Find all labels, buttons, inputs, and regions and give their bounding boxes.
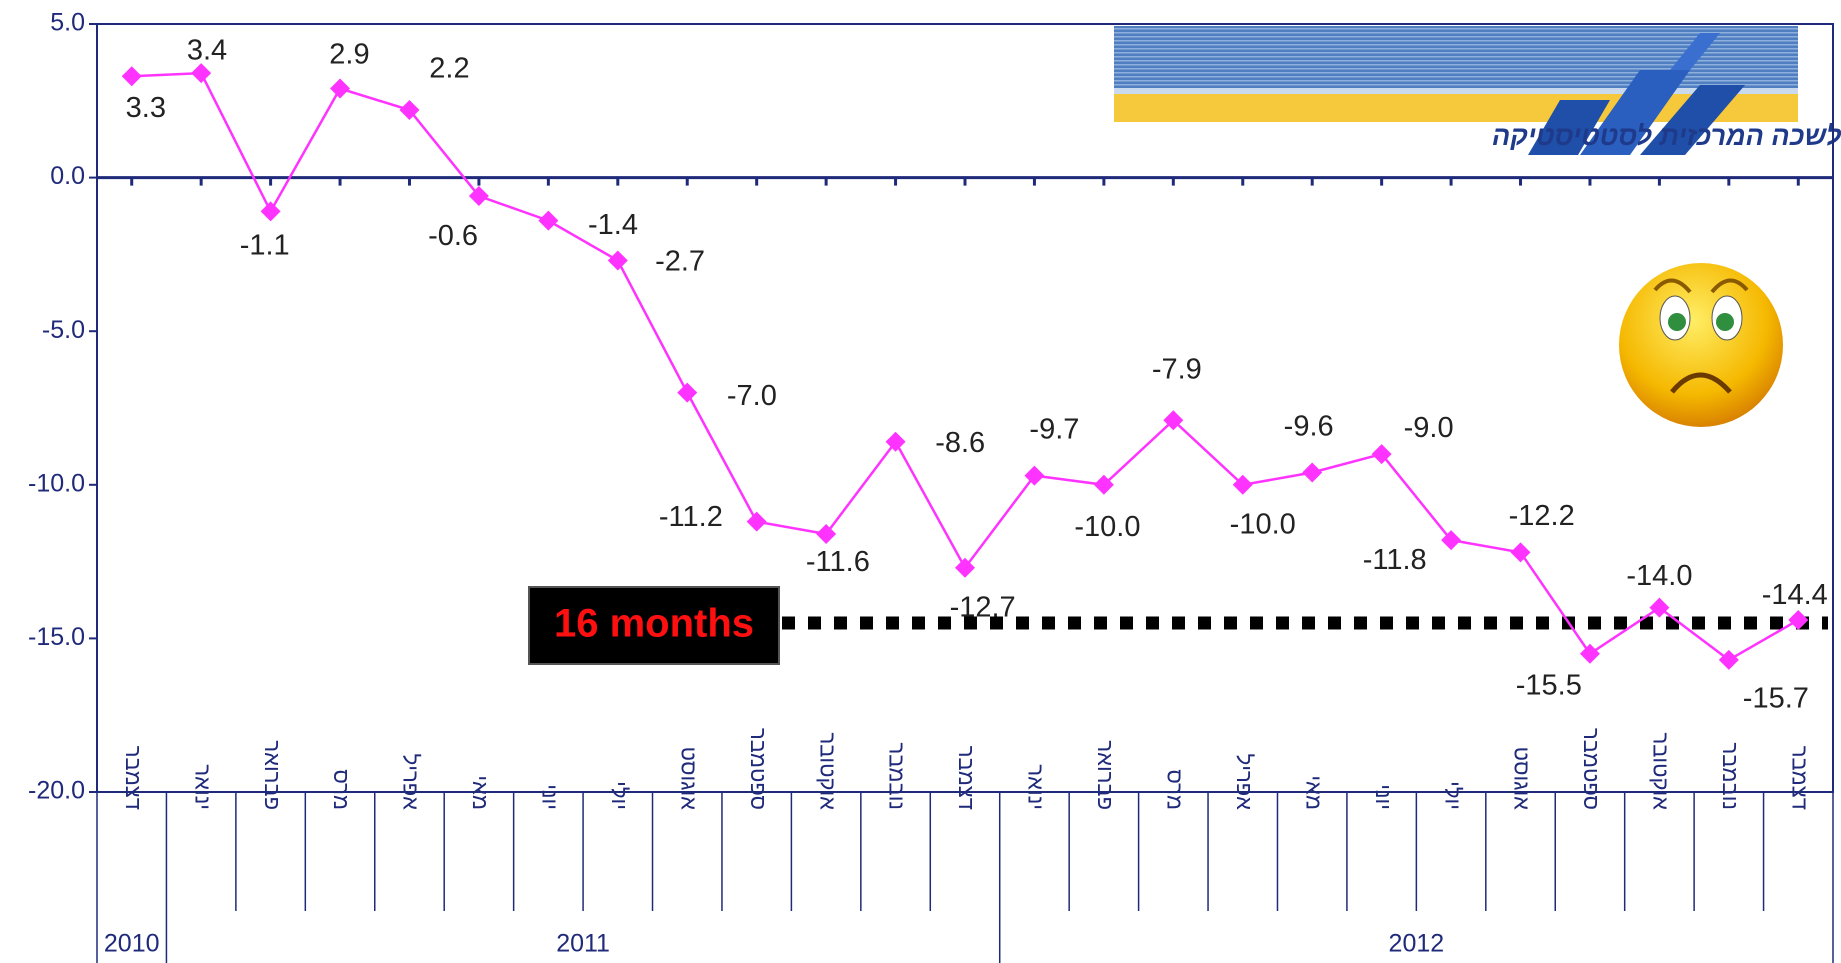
year-label: 2010 bbox=[104, 930, 160, 958]
y-tick-label: -15.0 bbox=[28, 623, 85, 651]
sad-face bbox=[1619, 263, 1783, 427]
x-tick-label: ינואר bbox=[190, 764, 215, 810]
x-tick-label: מרס bbox=[1163, 769, 1188, 810]
value-label: -7.9 bbox=[1152, 354, 1202, 386]
data-point bbox=[746, 511, 767, 532]
data-point bbox=[538, 210, 559, 231]
value-label: -2.7 bbox=[655, 246, 705, 278]
value-label: -10.0 bbox=[1230, 509, 1296, 541]
x-tick-label: נובמבר bbox=[885, 743, 910, 810]
data-point bbox=[330, 78, 351, 99]
x-tick-label: אפריל bbox=[1232, 754, 1257, 811]
value-label: -8.6 bbox=[935, 427, 985, 459]
data-point bbox=[399, 100, 420, 121]
value-label: -9.6 bbox=[1284, 411, 1334, 443]
value-label: -12.2 bbox=[1509, 500, 1575, 532]
x-tick-label: דצמבר bbox=[954, 746, 979, 810]
data-point bbox=[1302, 462, 1323, 483]
value-label: -11.2 bbox=[659, 501, 723, 533]
data-point bbox=[955, 557, 975, 578]
x-tick-label: ספטמבר bbox=[746, 728, 771, 810]
value-label: -11.8 bbox=[1363, 544, 1427, 576]
x-tick-label: אוקטובר bbox=[815, 733, 840, 811]
x-tick-label: מרס bbox=[329, 769, 354, 810]
data-point bbox=[885, 431, 906, 452]
value-label: -15.5 bbox=[1516, 669, 1582, 701]
data-point bbox=[1718, 649, 1739, 670]
plot-frame bbox=[96, 23, 1834, 793]
data-point bbox=[121, 66, 142, 87]
data-point bbox=[1371, 444, 1392, 465]
data-point bbox=[1788, 609, 1809, 630]
data-point bbox=[260, 201, 281, 222]
value-label: 3.3 bbox=[126, 92, 166, 124]
value-label: -14.4 bbox=[1762, 579, 1828, 611]
x-tick-label: פברואר bbox=[260, 740, 285, 810]
value-label: 3.4 bbox=[187, 35, 227, 67]
data-point bbox=[1649, 597, 1670, 618]
annotation-text: 16 months bbox=[554, 602, 754, 646]
data-point bbox=[191, 63, 212, 84]
x-tick-label: יולי bbox=[1440, 781, 1465, 810]
x-tick-label: אוגוסט bbox=[1510, 747, 1535, 811]
x-tick-label: דצמבר bbox=[1787, 746, 1812, 810]
x-tick-label: יוני bbox=[1371, 784, 1396, 810]
year-label: 2012 bbox=[1389, 930, 1445, 958]
value-label: -15.7 bbox=[1743, 683, 1809, 715]
value-label: -14.0 bbox=[1626, 560, 1692, 592]
y-tick-label: -10.0 bbox=[28, 469, 85, 497]
y-tick-label: 5.0 bbox=[50, 9, 85, 37]
data-point bbox=[1163, 410, 1184, 431]
x-tick-label: פברואר bbox=[1093, 740, 1118, 810]
data-point bbox=[1510, 542, 1531, 563]
x-tick-label: אוגוסט bbox=[676, 747, 701, 811]
x-tick-label: ספטמבר bbox=[1579, 728, 1604, 810]
logo: הלשכה המרכזית לסטטיסטיקה bbox=[1114, 26, 1841, 155]
x-tick-label: אוקטובר bbox=[1649, 733, 1674, 811]
year-label: 2011 bbox=[556, 930, 610, 958]
annotation-box bbox=[528, 586, 780, 665]
x-tick-label: מאי bbox=[468, 775, 493, 810]
data-point bbox=[677, 382, 698, 403]
x-tick-label: מאי bbox=[1301, 775, 1326, 810]
y-tick-label: 0.0 bbox=[50, 162, 85, 190]
value-label: -12.7 bbox=[950, 592, 1016, 624]
data-point bbox=[1579, 643, 1600, 664]
value-label: -9.0 bbox=[1404, 412, 1454, 444]
y-tick-label: -5.0 bbox=[42, 316, 85, 344]
x-tick-label: יולי bbox=[607, 781, 632, 810]
y-tick-label: -20.0 bbox=[28, 777, 85, 805]
data-point bbox=[1093, 474, 1114, 495]
data-point bbox=[1232, 474, 1253, 495]
value-label: 2.9 bbox=[329, 38, 369, 70]
x-tick-label: נובמבר bbox=[1718, 743, 1743, 810]
data-point bbox=[1441, 530, 1462, 551]
logo-text: הלשכה המרכזית לסטטיסטיקה bbox=[1492, 121, 1841, 151]
value-label: -0.6 bbox=[428, 220, 478, 252]
value-label: -9.7 bbox=[1029, 414, 1079, 446]
data-point bbox=[1024, 465, 1045, 486]
value-label: -1.1 bbox=[240, 229, 290, 261]
data-point bbox=[816, 523, 837, 544]
x-tick-label: ינואר bbox=[1024, 764, 1049, 810]
data-point bbox=[607, 250, 628, 271]
value-label: 2.2 bbox=[429, 53, 469, 85]
x-tick-label: יוני bbox=[538, 784, 563, 810]
x-tick-label: אפריל bbox=[399, 754, 424, 811]
value-label: -7.0 bbox=[727, 380, 777, 412]
value-label: -1.4 bbox=[588, 209, 638, 241]
value-label: -10.0 bbox=[1074, 511, 1140, 543]
x-tick-label: דצמבר bbox=[121, 746, 146, 810]
value-label: -11.6 bbox=[806, 546, 870, 578]
data-point bbox=[468, 186, 489, 207]
